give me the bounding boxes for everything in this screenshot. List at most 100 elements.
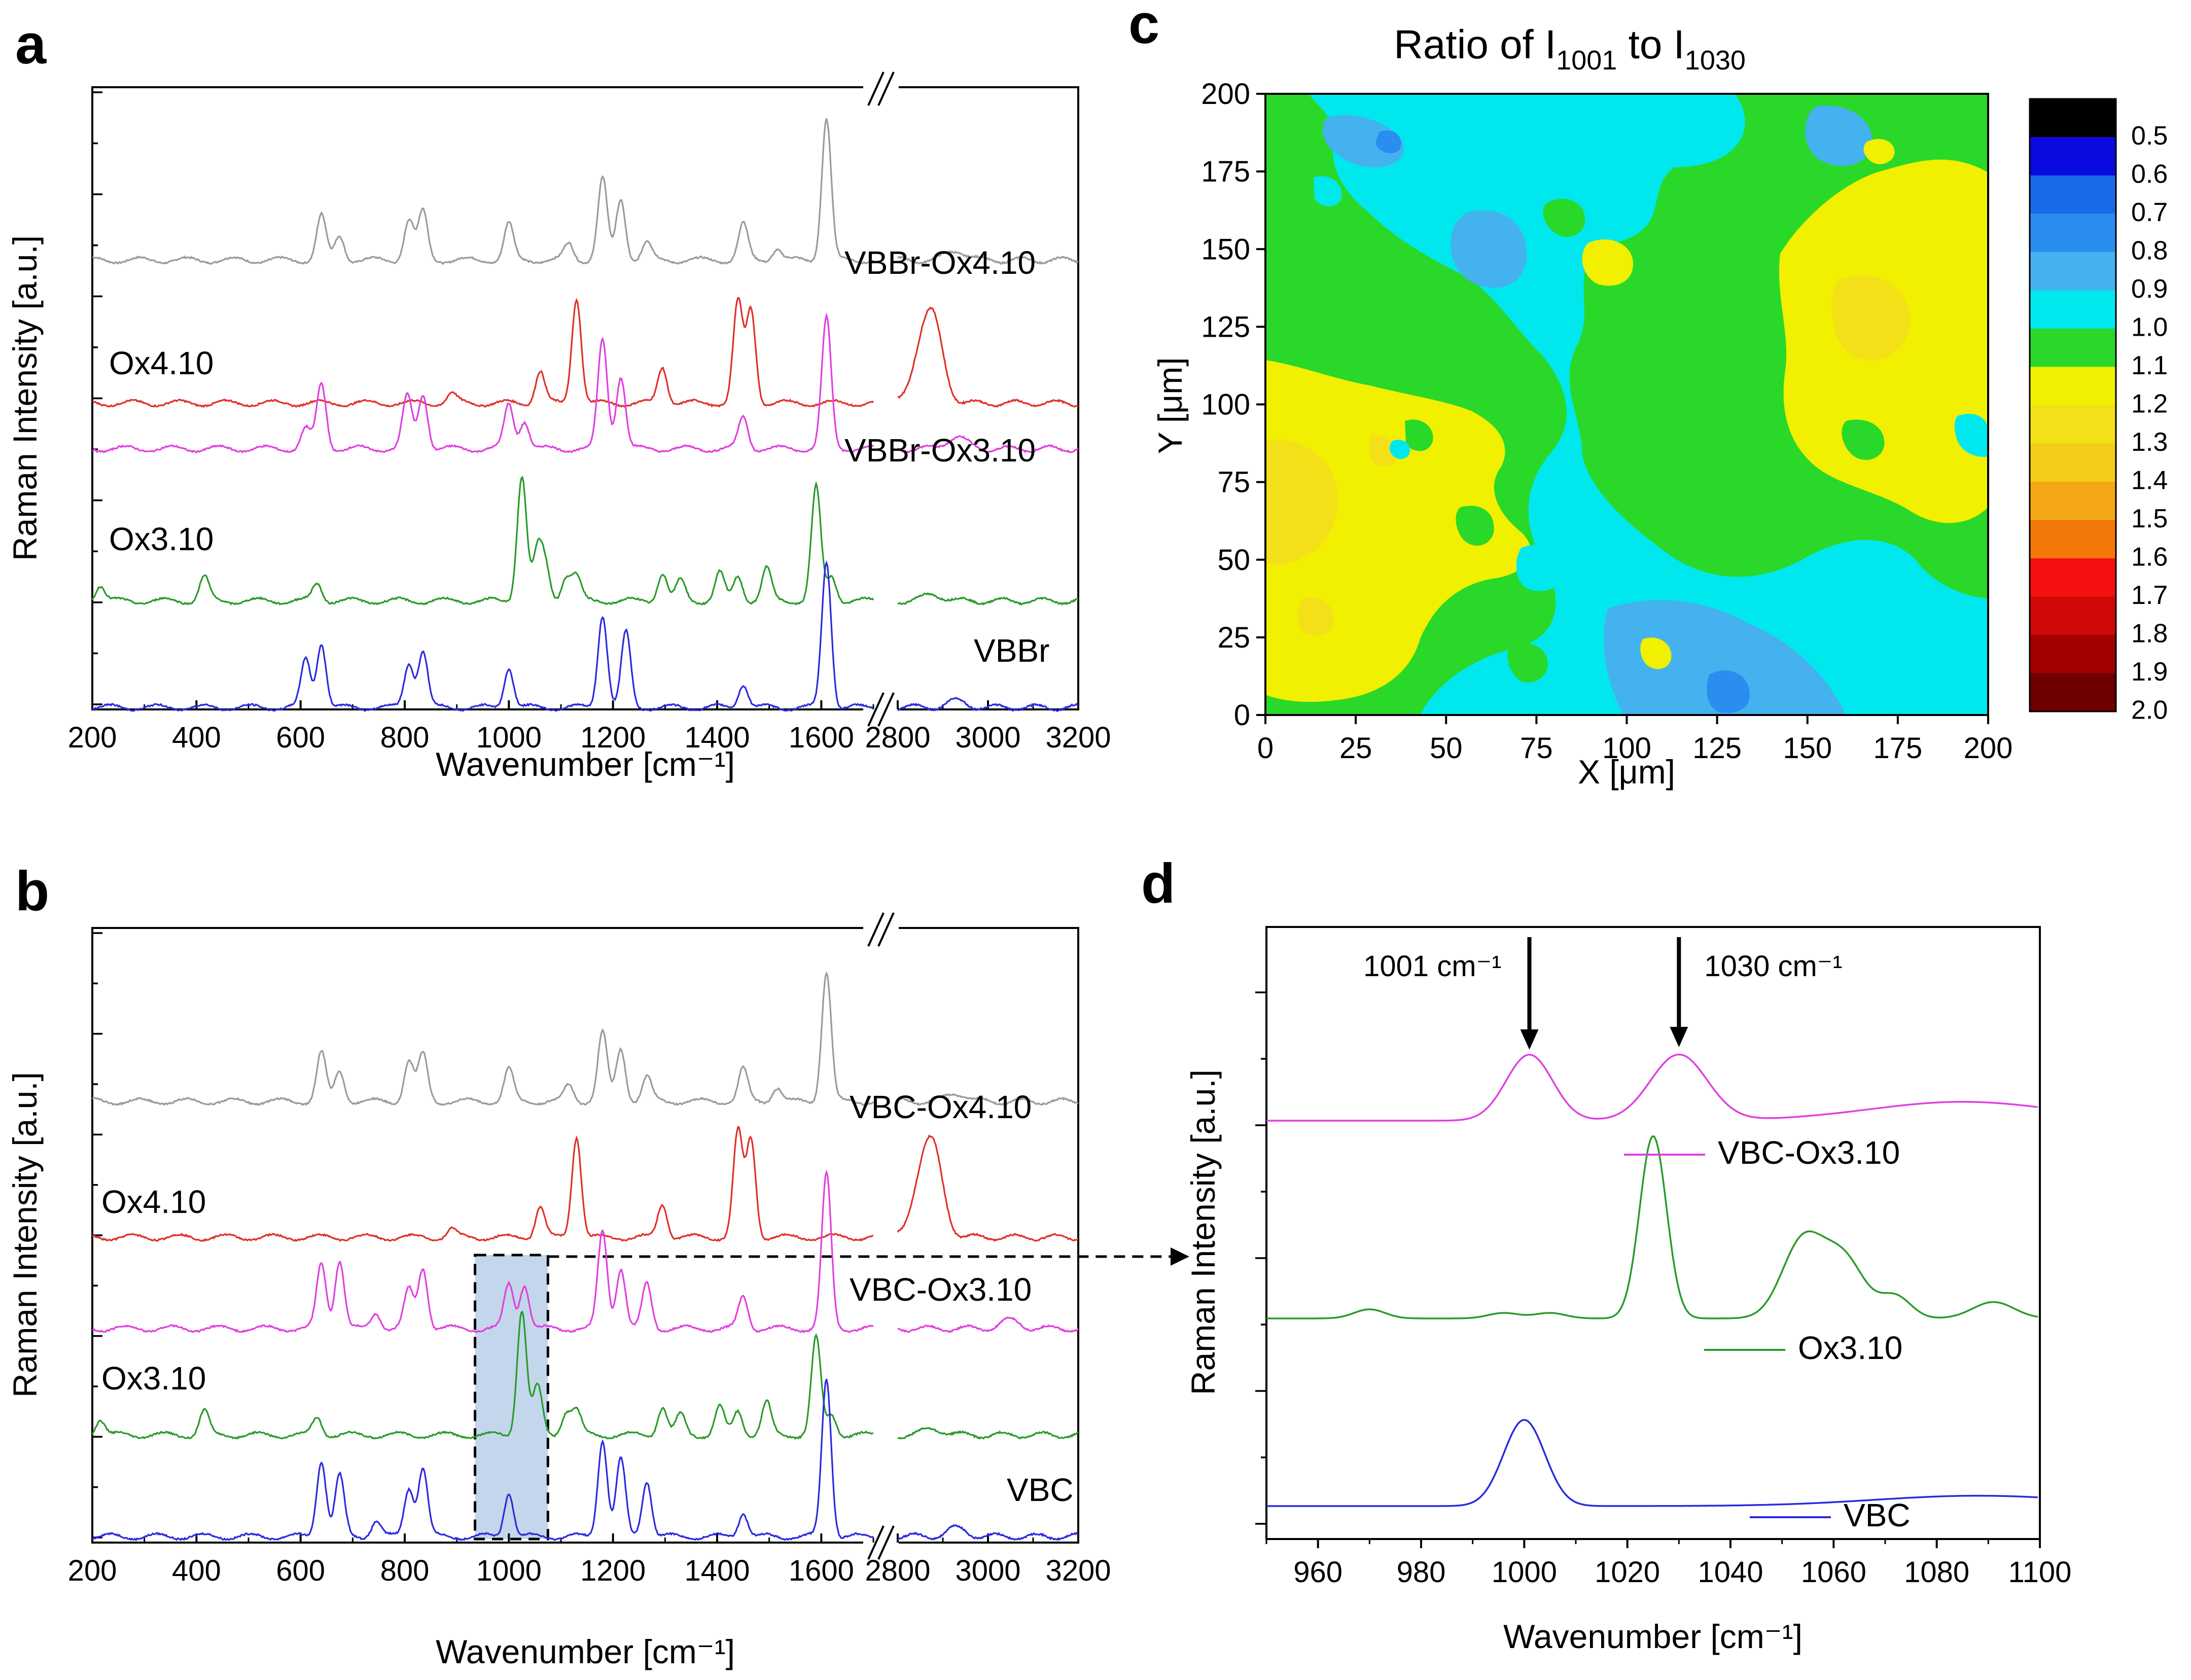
panel-d-series-line-1 (1266, 1135, 2038, 1319)
a-series-line-1-0 (92, 297, 874, 408)
colorbar-swatch (2030, 405, 2116, 444)
panel-b-xlabel: Wavenumber [cm⁻¹] (436, 1633, 735, 1670)
panel-b-label-vbc: VBC (1007, 1472, 1074, 1508)
heatmap-ytick-label: 0 (1234, 699, 1250, 732)
panel-d-xtick-label: 960 (1293, 1556, 1342, 1589)
colorbar-swatch (2030, 367, 2116, 406)
heatmap-ytick-label: 100 (1201, 388, 1250, 421)
colorbar-swatch (2030, 520, 2116, 559)
colorbar-swatch (2030, 290, 2116, 329)
a-xtick-label: 1400 (684, 721, 750, 754)
panel-d-xtick-label: 1100 (2008, 1556, 2072, 1589)
colorbar-label: 1.5 (2131, 504, 2168, 533)
heatmap-region-lightblue (1323, 105, 1872, 715)
panel-d-xticks: 960 980 1000 1020 1040 1060 1080 1100 (1265, 1539, 2072, 1589)
colorbar-label: 1.4 (2131, 466, 2168, 495)
panel-a-yticks (92, 91, 102, 705)
b-series-line-2-1 (898, 1316, 1079, 1333)
panel-d-series (1266, 1053, 2038, 1507)
colorbar-swatch (2030, 635, 2116, 674)
heatmap-xlabel: X [μm] (1578, 753, 1675, 791)
panel-d-xtick-label: 1000 (1492, 1556, 1557, 1589)
a-xtick-label: 1200 (580, 721, 646, 754)
colorbar-label: 1.1 (2131, 351, 2168, 380)
colorbar-label: 1.2 (2131, 389, 2168, 419)
colorbar-swatch (2030, 137, 2116, 176)
colorbar-label: 0.7 (2131, 198, 2168, 227)
colorbar-swatch (2030, 558, 2116, 597)
a-series-line-4-1 (897, 696, 1079, 712)
panel-b-zoom-arrowhead (1171, 1247, 1189, 1266)
a-xtick-label: 3000 (955, 721, 1020, 754)
panel-b-label-vbc-ox4: VBC-Ox4.10 (850, 1089, 1032, 1125)
colorbar-swatch (2030, 175, 2116, 215)
panel-d: d 960 980 1000 1020 1040 1060 1080 1100 1001 cm… (1141, 852, 2071, 1655)
panel-letter-d: d (1141, 852, 1175, 915)
colorbar-swatch (2030, 596, 2116, 635)
heatmap-colorbar: 0.5 0.6 0.7 0.8 0.9 1.0 1.1 1.2 1.3 1.4 1.5 1.6 1.7 1… (2029, 98, 2168, 725)
colorbar-label: 1.8 (2131, 619, 2168, 649)
heatmap-yticks: 0 25 50 75 100 125 150 175 200 (1201, 78, 1265, 732)
heatmap-xtick-label: 125 (1692, 732, 1742, 765)
panel-d-legends: VBC-Ox3.10 Ox3.10 VBC (1624, 1134, 1911, 1533)
heatmap-ytick-label: 150 (1201, 233, 1250, 266)
b-xtick-label: 200 (68, 1554, 117, 1587)
panel-b-label-ox3: Ox3.10 (101, 1360, 206, 1397)
panel-b-series (91, 971, 1079, 1542)
colorbar-label: 0.8 (2131, 236, 2168, 266)
heatmap-xtick-label: 100 (1602, 732, 1651, 765)
a-xtick-label: 400 (172, 721, 221, 754)
panel-d-xtick-label: 1020 (1595, 1556, 1660, 1589)
panel-b-label-ox4: Ox4.10 (101, 1184, 206, 1220)
a-xtick-label: 200 (68, 721, 117, 754)
heatmap-xtick-label: 150 (1783, 732, 1832, 765)
colorbar-swatch (2030, 482, 2116, 521)
b-xtick-label: 3200 (1045, 1554, 1111, 1587)
colorbar-label: 1.7 (2131, 581, 2168, 610)
panel-a-label-vbbr-ox4: VBBr-Ox4.10 (844, 244, 1036, 281)
a-series-line-4-0 (92, 560, 874, 712)
panel-letter-c: c (1128, 0, 1159, 55)
b-series-line-4-0 (92, 1379, 874, 1542)
panel-c: c Ratio of I1001 to I1030 0 25 50 75 100 125 1… (1128, 0, 2168, 791)
heatmap-ytick-label: 50 (1217, 544, 1250, 577)
colorbar-label: 0.5 (2131, 121, 2168, 151)
b-series-line-3-0 (91, 1310, 874, 1440)
colorbar-label: 0.9 (2131, 274, 2168, 304)
panel-letter-a: a (15, 13, 47, 76)
colorbar-frame (2029, 98, 2117, 712)
heatmap-xtick-label: 25 (1339, 732, 1372, 765)
annotation-arrowhead (1670, 1027, 1688, 1047)
b-xtick-label: 3000 (955, 1554, 1020, 1587)
b-series-line-3-1 (897, 1426, 1079, 1440)
a-series-line-1-1 (897, 306, 1079, 408)
panel-d-ylabel: Raman Intensity [a.u.] (1184, 1069, 1222, 1395)
heatmap-ytick-label: 175 (1201, 155, 1250, 188)
b-series-line-0-0 (91, 971, 874, 1106)
heatmap-title: Ratio of I1001 to I1030 (1394, 22, 1746, 76)
heatmap-ytick-label: 200 (1201, 78, 1250, 111)
panel-d-xtick-label: 1040 (1698, 1556, 1763, 1589)
a-series-line-3-0 (91, 475, 874, 606)
a-xtick-label: 1600 (789, 721, 854, 754)
colorbar-label: 1.9 (2131, 657, 2168, 687)
colorbar-swatch (2030, 673, 2116, 712)
panel-b-ylabel: Raman Intensity [a.u.] (6, 1072, 44, 1398)
annotation-arrowhead (1520, 1029, 1539, 1050)
b-xtick-label: 1200 (580, 1554, 646, 1587)
b-series-line-1-0 (91, 1126, 874, 1242)
heatmap-plot (1265, 94, 1988, 715)
heatmap-xtick-label: 175 (1873, 732, 1922, 765)
panel-a-ylabel: Raman Intensity [a.u.] (6, 235, 44, 561)
heatmap-ytick-label: 125 (1201, 310, 1250, 343)
colorbar-swatch (2030, 443, 2116, 482)
panel-d-xtick-label: 1080 (1904, 1556, 1969, 1589)
colorbar-swatch (2030, 99, 2116, 138)
heatmap-ytick-label: 25 (1217, 621, 1250, 654)
panel-b-xticks: 200 400 600 800 1000 1200 1400 1600 2800 3000 3200 (68, 1533, 1111, 1587)
colorbar-swatch (2030, 252, 2116, 291)
panel-a-label-ox3: Ox3.10 (109, 521, 214, 557)
a-xtick-label: 600 (276, 721, 325, 754)
colorbar-swatch (2030, 213, 2116, 253)
a-series-line-3-1 (897, 592, 1079, 606)
